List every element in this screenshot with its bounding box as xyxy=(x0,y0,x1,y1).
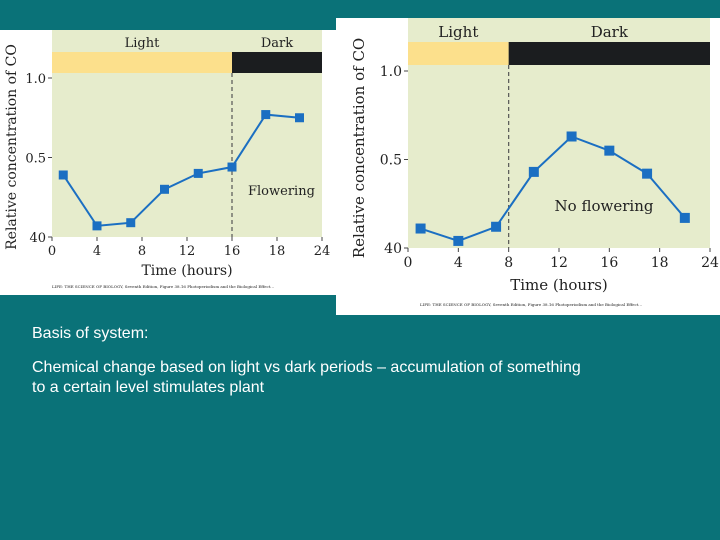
caption-heading: Basis of system: xyxy=(32,325,149,342)
dark-band-label: Dark xyxy=(591,23,629,41)
y-tick-label: 1.0 xyxy=(380,64,402,80)
x-tick-label: 4 xyxy=(454,255,463,271)
x-tick-label: 12 xyxy=(179,244,196,259)
chart-panel-no-flowering: Light Dark 40 0.5 1.0 0 4 8 12 16 18 24 Time (hours)… xyxy=(336,18,720,315)
y-axis-label: Relative concentration of CO xyxy=(4,44,20,250)
x-tick-label: 16 xyxy=(224,244,241,259)
chart-annotation: Flowering xyxy=(248,184,315,199)
x-axis-label: Time (hours) xyxy=(141,263,232,279)
data-point xyxy=(295,113,304,123)
data-point xyxy=(453,235,464,246)
x-tick-label: 12 xyxy=(550,255,568,271)
dark-period-bar xyxy=(508,42,710,65)
data-point xyxy=(227,162,237,172)
y-tick-label: 0.5 xyxy=(25,152,46,167)
data-point xyxy=(604,145,615,156)
caption-body: Chemical change based on light vs dark p… xyxy=(32,359,581,396)
chart-no-flowering: Light Dark 40 0.5 1.0 0 4 8 12 16 18 24 Time (hours)… xyxy=(350,18,719,307)
x-tick-label: 0 xyxy=(404,255,413,271)
data-point xyxy=(126,218,136,228)
x-tick-label: 8 xyxy=(138,244,146,259)
x-tick-label: 4 xyxy=(93,244,101,259)
dark-band-label: Dark xyxy=(261,36,293,51)
x-tick-label: 16 xyxy=(600,255,618,271)
data-point xyxy=(193,168,203,178)
x-axis-label: Time (hours) xyxy=(510,276,608,294)
data-point xyxy=(261,110,271,120)
chart-annotation: No flowering xyxy=(555,197,654,215)
data-point xyxy=(58,170,68,180)
dark-period-bar xyxy=(232,52,322,73)
series-line xyxy=(420,135,686,242)
data-point xyxy=(566,131,577,142)
y-tick-label: 1.0 xyxy=(25,72,46,87)
chart-flowering: Light Dark 40 0.5 1.0 0 4 8 12 16 18 24 Time (hours)… xyxy=(4,30,331,289)
data-point xyxy=(528,166,539,177)
chart-panel-flowering: Light Dark 40 0.5 1.0 0 4 8 12 16 18 24 Time (hours)… xyxy=(0,30,336,295)
light-band-label: Light xyxy=(438,23,478,41)
data-point xyxy=(415,223,426,234)
data-point xyxy=(491,221,502,232)
data-point xyxy=(642,168,653,179)
y-tick-label: 40 xyxy=(384,241,402,257)
source-footnote: LIFE: THE SCIENCE OF BIOLOGY, Seventh Ed… xyxy=(420,302,642,307)
y-tick-label: 0.5 xyxy=(380,153,402,169)
data-point xyxy=(160,184,169,194)
data-point xyxy=(679,212,690,223)
y-axis-label: Relative concentration of CO xyxy=(350,38,368,258)
x-tick-label: 0 xyxy=(48,244,56,259)
data-point xyxy=(92,221,102,231)
light-band-label: Light xyxy=(125,36,160,51)
series-line xyxy=(62,113,300,227)
source-footnote: LIFE: THE SCIENCE OF BIOLOGY, Seventh Ed… xyxy=(52,284,274,289)
light-period-bar xyxy=(408,42,509,65)
light-period-bar xyxy=(52,52,232,73)
x-tick-label: 18 xyxy=(651,255,669,271)
x-tick-label: 24 xyxy=(701,255,719,271)
y-tick-label: 40 xyxy=(29,231,46,246)
x-tick-label: 18 xyxy=(269,244,286,259)
x-tick-label: 24 xyxy=(314,244,331,259)
x-tick-label: 8 xyxy=(504,255,513,271)
